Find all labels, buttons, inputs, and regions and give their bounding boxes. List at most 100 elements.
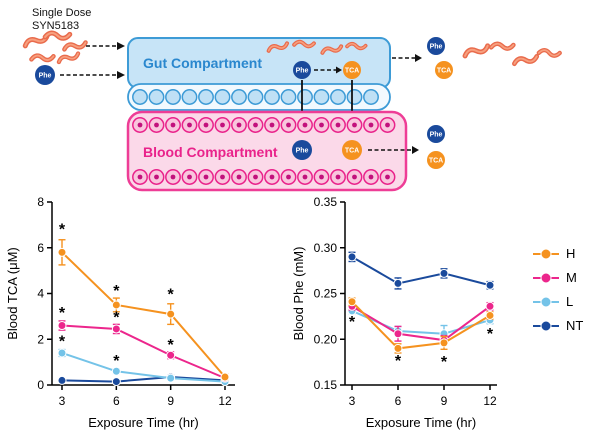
x-tick-label: 3	[59, 394, 66, 408]
y-tick-label: 0.35	[314, 195, 338, 209]
cell-nucleus	[368, 122, 374, 128]
gut-compartment-label: Gut Compartment	[143, 55, 262, 71]
compartment-diagram: Single Dose SYN5183 Phe Gut Compartme	[0, 7, 601, 192]
phe-circle	[427, 37, 445, 55]
legend-item-L: L	[533, 294, 583, 309]
data-point	[166, 350, 176, 360]
cell-nucleus	[154, 174, 159, 180]
data-point	[439, 338, 449, 348]
tca-marker-blood: TCA	[342, 140, 362, 160]
cell-nucleus	[170, 174, 176, 180]
bacteria-icon	[64, 42, 86, 49]
cell-nucleus	[286, 122, 291, 128]
legend-item-H: H	[533, 246, 583, 261]
cell-nucleus	[302, 174, 308, 180]
tca-circle	[343, 61, 361, 79]
y-tick-label: 0.25	[314, 287, 338, 301]
cell-nucleus	[187, 122, 192, 128]
y-axis-label: Blood Phe (mM)	[291, 247, 306, 341]
cell-nucleus	[203, 174, 209, 180]
bacteria-icon	[58, 53, 79, 62]
x-tick-label: 12	[483, 394, 497, 408]
data-point	[111, 366, 121, 376]
data-point	[220, 372, 230, 382]
cell-nucleus	[154, 122, 159, 128]
epithelial-cell	[313, 89, 330, 105]
tca-marker-blood-out: TCA	[427, 151, 445, 169]
cell-nucleus	[368, 174, 374, 180]
significance-asterisk: *	[113, 353, 120, 370]
chart-legend: H M L NT	[533, 246, 583, 333]
phe-label: Phe	[430, 132, 443, 139]
data-point	[393, 278, 403, 288]
phe-label: Phe	[430, 44, 443, 51]
y-tick-label: 4	[37, 287, 44, 301]
cell-nucleus	[385, 174, 390, 180]
epithelial-cell	[297, 89, 313, 105]
series-NT	[347, 251, 495, 290]
cell-nucleus	[203, 122, 209, 128]
blood-cells-top	[132, 117, 396, 133]
phe-marker-gut: Phe	[293, 61, 311, 79]
data-point	[166, 309, 176, 319]
epithelial-cell	[132, 89, 148, 105]
cell-nucleus	[236, 122, 242, 128]
data-point	[393, 343, 403, 353]
cell-nucleus	[137, 174, 143, 180]
tca-marker-gut: TCA	[343, 61, 361, 79]
y-axis-label: Blood TCA (μM)	[5, 247, 20, 340]
blood-compartment-label: Blood Compartment	[143, 144, 278, 160]
legend-label: L	[566, 294, 574, 309]
arrow-phe-to-tca-gut	[314, 66, 342, 74]
x-axis-label: Exposure Time (hr)	[366, 415, 477, 430]
epithelial-cell	[231, 89, 247, 105]
epithelial-cell	[280, 89, 297, 105]
data-point	[439, 268, 449, 278]
phe-label: Phe	[39, 73, 52, 80]
data-point	[111, 324, 121, 334]
data-point	[485, 301, 495, 311]
cell-nucleus	[137, 122, 143, 128]
significance-asterisk: *	[59, 221, 66, 238]
legend-label: M	[566, 270, 577, 285]
cell-nucleus	[236, 174, 242, 180]
legend-swatch-icon	[533, 272, 559, 283]
x-tick-label: 6	[395, 394, 402, 408]
y-tick-label: 0	[37, 378, 44, 392]
phe-circle	[427, 125, 445, 143]
cell-nucleus	[352, 122, 357, 128]
phe-label: Phe	[296, 68, 309, 75]
epithelial-cell	[363, 89, 379, 105]
cell-nucleus	[220, 174, 225, 180]
tca-label: TCA	[345, 148, 359, 155]
arrow-phe-to-gut	[60, 71, 125, 79]
cell-nucleus	[253, 122, 258, 128]
y-tick-label: 8	[37, 195, 44, 209]
cell-nucleus	[170, 122, 176, 128]
x-tick-label: 12	[218, 394, 232, 408]
cell-nucleus	[335, 174, 341, 180]
phe-label: Phe	[296, 148, 309, 155]
data-point	[57, 247, 67, 257]
bacteria-icon	[45, 31, 70, 40]
bacteria-cluster-right	[464, 42, 560, 64]
cell-nucleus	[385, 122, 390, 128]
legend-item-M: M	[533, 270, 583, 285]
arrow-bacteria-to-gut	[86, 42, 125, 50]
epithelial-cell	[346, 89, 363, 105]
tca-circle	[435, 61, 453, 79]
data-point	[111, 377, 121, 387]
single-dose-label-line2: SYN5183	[32, 20, 79, 32]
data-point	[393, 329, 403, 339]
significance-asterisk: *	[59, 334, 66, 351]
tca-circle	[342, 140, 362, 160]
cell-nucleus	[269, 174, 275, 180]
phe-circle	[293, 61, 311, 79]
significance-asterisk: *	[349, 314, 356, 331]
data-point	[347, 252, 357, 262]
legend-swatch-icon	[533, 320, 559, 331]
cell-nucleus	[319, 122, 324, 128]
x-axis-label: Exposure Time (hr)	[88, 415, 199, 430]
series-H	[347, 297, 495, 354]
